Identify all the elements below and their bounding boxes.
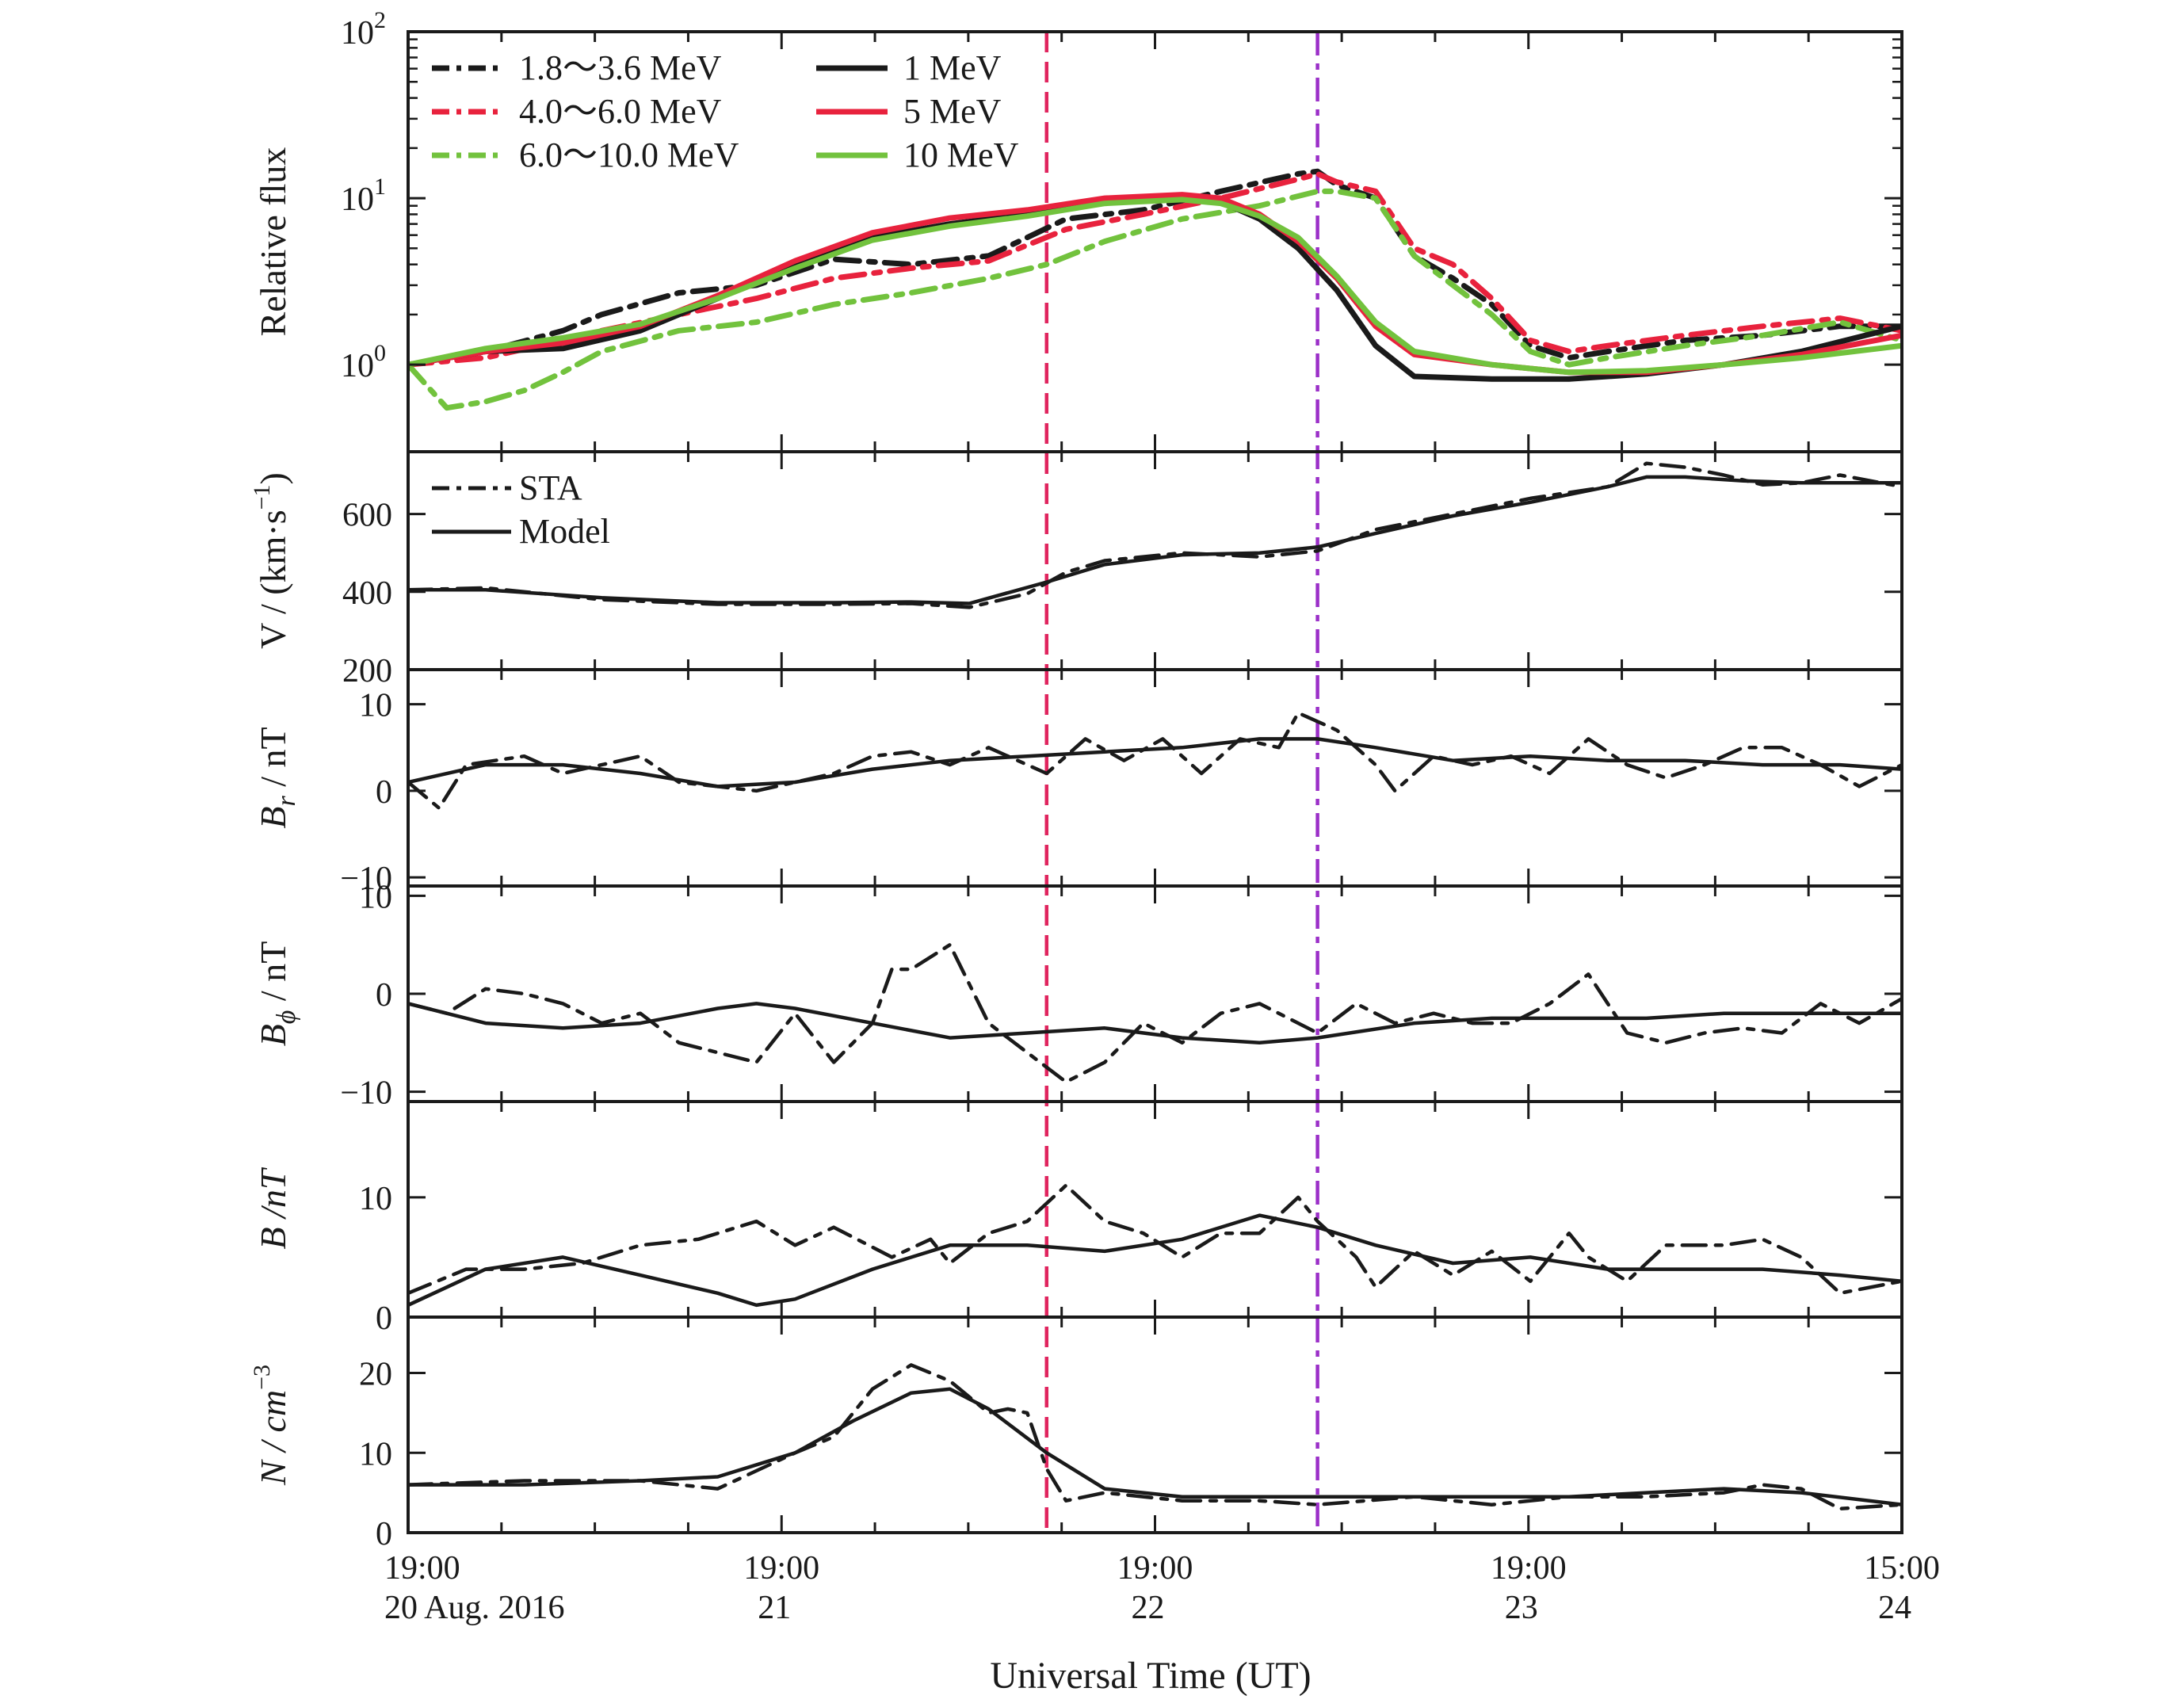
series-speed-0 (408, 461, 1902, 609)
series-bphi-0 (408, 942, 1902, 1084)
event-lines-layer (1044, 32, 1319, 1533)
y-tick-label-br-1: 0 (376, 774, 392, 811)
x-tick-label-3: 19:00 (1491, 1550, 1567, 1587)
y-axis-label-bphi: Bϕ / nT (253, 941, 301, 1047)
y-tick-label-flux-0: 100 (341, 340, 386, 384)
y-axis-label-speed: V / (km·s−1) (249, 472, 293, 649)
series-speed-1 (408, 475, 1902, 605)
series-n-0 (408, 1363, 1902, 1511)
y-axis-label-flux: Relative flux (253, 147, 293, 337)
legend-layer: 1.8～3.6 MeV 1 MeV 4.0～6.0 MeV 5 MeV 6.0～10.0… (432, 48, 1019, 551)
x-tick-date-4: 24 (1878, 1590, 1911, 1626)
series-flux-2 (408, 188, 1902, 411)
panel-speed-series (408, 461, 1902, 609)
y-tick-label-flux-1: 101 (341, 174, 386, 218)
series-br-1 (408, 737, 1902, 789)
legend-v-label-1: Model (519, 512, 610, 551)
series-bphi-1 (408, 1002, 1902, 1045)
y-tick-label-flux-2: 102 (341, 7, 386, 52)
x-axis-title: Universal Time (UT) (990, 1655, 1311, 1697)
y-tick-label-n-2: 20 (359, 1357, 392, 1393)
panel-b-series (408, 1183, 1902, 1308)
legend-v-label-0: STA (519, 468, 582, 507)
y-tick-label-n-0: 0 (376, 1516, 392, 1552)
x-tick-date-2: 22 (1132, 1590, 1165, 1626)
series-n-1 (408, 1387, 1902, 1507)
y-tick-label-speed-1: 400 (342, 575, 392, 612)
y-tick-label-n-1: 10 (359, 1436, 392, 1472)
x-tick-label-4: 15:00 (1864, 1550, 1940, 1587)
series-b-0 (408, 1183, 1902, 1296)
x-tick-date-1: 21 (758, 1590, 791, 1626)
panel-bphi-series (408, 942, 1902, 1084)
y-axis-label-b: B /nT (253, 1167, 293, 1249)
y-tick-label-bphi-0: −10 (340, 1075, 392, 1112)
series-br-0 (408, 711, 1902, 810)
series-flux-1 (408, 170, 1902, 368)
panel-bphi-frame (407, 884, 1903, 1103)
panel-br-series (408, 711, 1902, 810)
y-tick-label-b-0: 0 (376, 1300, 392, 1337)
y-tick-label-bphi-1: 0 (376, 977, 392, 1014)
panel-speed-frame (407, 450, 1903, 671)
x-tick-label-2: 19:00 (1117, 1550, 1193, 1587)
series-flux-5 (408, 197, 1902, 376)
y-axis-label-n: N / cm−3 (249, 1365, 293, 1486)
panel-br-frame (407, 668, 1903, 888)
frame-layer (407, 30, 1903, 1534)
series-layer (408, 168, 1902, 1511)
series-b-1 (408, 1213, 1902, 1308)
x-tick-date-3: 23 (1505, 1590, 1538, 1626)
panel-n-frame (407, 1316, 1903, 1534)
legend-label-2: 4.0～6.0 MeV (519, 92, 722, 131)
y-tick-label-br-0: −10 (340, 861, 392, 897)
y-tick-label-b-1: 10 (359, 1181, 392, 1217)
legend-label-5: 10 MeV (903, 136, 1019, 174)
panel-b-frame (407, 1100, 1903, 1319)
x-tick-label-0: 19:00 (384, 1550, 460, 1587)
legend-label-3: 5 MeV (903, 92, 1002, 131)
x-tick-label-1: 19:00 (743, 1550, 819, 1587)
y-tick-label-speed-2: 600 (342, 498, 392, 534)
y-axis-label-br: Br / nT (253, 727, 301, 828)
y-tick-label-br-2: 10 (359, 688, 392, 724)
x-tick-date-0: 20 Aug. 2016 (384, 1590, 565, 1626)
panel-n-series (408, 1363, 1902, 1511)
legend-label-0: 1.8～3.6 MeV (519, 48, 722, 87)
legend-label-1: 1 MeV (903, 48, 1002, 87)
y-tick-label-speed-0: 200 (342, 653, 392, 689)
y-tick-label-bphi-2: 10 (359, 879, 392, 915)
legend-label-4: 6.0～10.0 MeV (519, 136, 739, 174)
series-flux-0 (408, 168, 1902, 368)
panel-flux-series (408, 168, 1902, 411)
